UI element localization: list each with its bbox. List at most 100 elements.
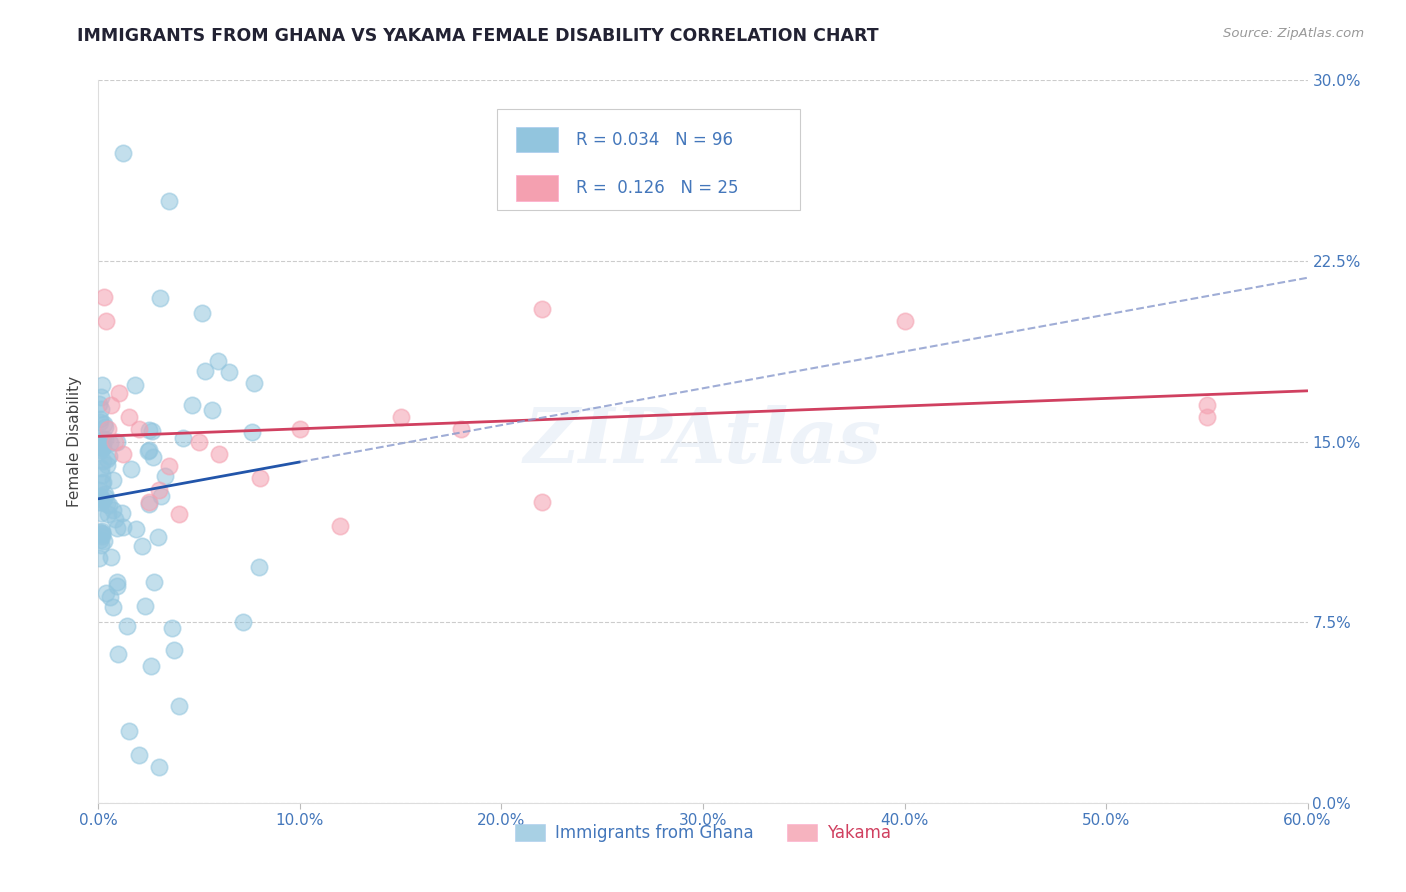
Point <box>138 443 160 458</box>
Point <box>90 467 112 482</box>
Point <box>90 437 112 451</box>
Point <box>136 444 159 458</box>
Point <box>90 461 112 475</box>
Point <box>94 490 117 504</box>
Point <box>91 526 114 541</box>
Point <box>208 446 231 460</box>
Point <box>97 508 120 522</box>
Point <box>89 495 111 509</box>
Point <box>194 363 217 377</box>
Point <box>89 415 111 429</box>
Point <box>207 354 229 368</box>
Point <box>98 449 121 463</box>
Point <box>157 194 180 208</box>
Point <box>87 550 110 565</box>
Legend: Immigrants from Ghana, Yakama: Immigrants from Ghana, Yakama <box>509 817 897 848</box>
Point <box>101 600 124 615</box>
Point <box>450 423 472 437</box>
Point <box>87 483 110 497</box>
Point <box>91 441 114 455</box>
Point <box>138 494 160 508</box>
Point <box>157 458 180 473</box>
Point <box>89 411 111 425</box>
Point <box>155 469 177 483</box>
Bar <box>516 127 558 153</box>
Text: R = 0.034   N = 96: R = 0.034 N = 96 <box>576 130 733 149</box>
Point <box>101 473 124 487</box>
Point <box>89 489 111 503</box>
Text: R =  0.126   N = 25: R = 0.126 N = 25 <box>576 179 738 197</box>
Point <box>172 431 194 445</box>
Point <box>103 434 125 449</box>
Point <box>143 574 166 589</box>
Point <box>128 747 150 762</box>
Point <box>115 618 138 632</box>
Point <box>89 397 111 411</box>
Point <box>105 575 128 590</box>
Point <box>247 560 270 574</box>
Point <box>1195 398 1218 412</box>
Point <box>148 760 170 774</box>
Point <box>893 314 915 328</box>
Point <box>232 615 254 629</box>
Point <box>90 401 112 416</box>
Point <box>90 443 112 458</box>
Point <box>249 471 271 485</box>
FancyBboxPatch shape <box>498 109 800 211</box>
Point <box>111 520 134 534</box>
Point <box>91 524 114 538</box>
Point <box>141 424 163 438</box>
Point <box>91 475 114 490</box>
Point <box>90 390 112 404</box>
Point <box>118 723 141 738</box>
Point <box>201 403 224 417</box>
Point <box>90 529 112 543</box>
Point <box>163 643 186 657</box>
Point <box>94 420 117 434</box>
Point <box>105 434 128 449</box>
Point <box>167 507 190 521</box>
Point <box>218 366 240 380</box>
Text: Source: ZipAtlas.com: Source: ZipAtlas.com <box>1223 27 1364 40</box>
Point <box>91 432 114 446</box>
Point <box>1195 410 1218 425</box>
Point <box>389 410 412 425</box>
Point <box>93 417 115 431</box>
Point <box>149 292 172 306</box>
Point <box>94 586 117 600</box>
Point <box>91 476 114 491</box>
Point <box>111 145 134 160</box>
Point <box>89 533 111 548</box>
Point <box>111 506 134 520</box>
Point <box>530 301 553 317</box>
Point <box>101 503 124 517</box>
Point <box>91 440 114 454</box>
Point <box>100 549 122 564</box>
Point <box>93 290 115 304</box>
Point <box>98 591 121 605</box>
Point <box>89 524 111 539</box>
Bar <box>516 176 558 201</box>
Point <box>124 377 146 392</box>
Point <box>107 386 129 401</box>
Point <box>142 450 165 465</box>
Point <box>162 621 184 635</box>
Point <box>107 647 129 661</box>
Point <box>138 423 160 437</box>
Point <box>100 398 122 412</box>
Point <box>90 537 112 551</box>
Point <box>97 498 120 512</box>
Point <box>91 442 114 456</box>
Point <box>125 522 148 536</box>
Point <box>131 539 153 553</box>
Text: IMMIGRANTS FROM GHANA VS YAKAMA FEMALE DISABILITY CORRELATION CHART: IMMIGRANTS FROM GHANA VS YAKAMA FEMALE D… <box>77 27 879 45</box>
Point <box>188 434 211 449</box>
Point <box>90 506 112 520</box>
Point <box>134 599 156 614</box>
Point <box>90 527 112 541</box>
Point <box>93 487 115 501</box>
Point <box>150 489 173 503</box>
Point <box>105 521 128 535</box>
Point <box>139 658 162 673</box>
Point <box>120 462 142 476</box>
